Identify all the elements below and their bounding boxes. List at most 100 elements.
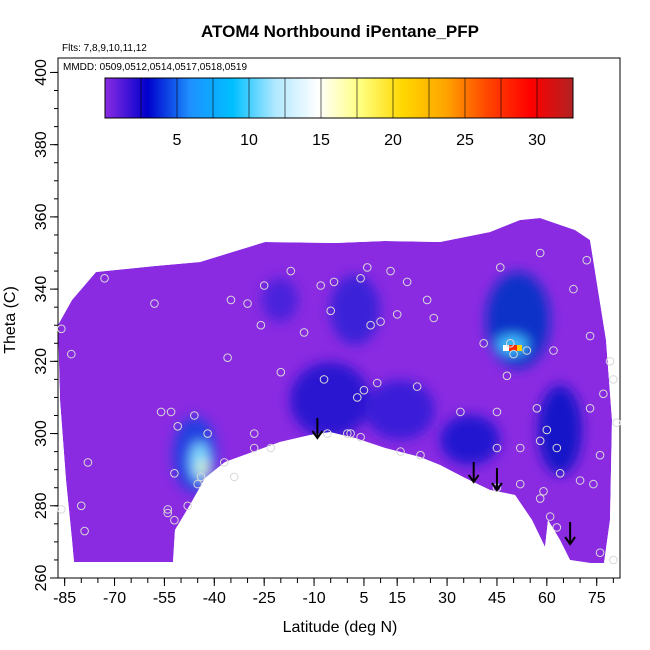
x-axis-label: Latitude (deg N)	[283, 619, 398, 636]
sample-point	[359, 385, 369, 395]
y-tick-label: 300	[33, 420, 50, 447]
sample-point	[429, 313, 439, 323]
sample-point	[166, 407, 176, 417]
sample-point	[356, 273, 365, 283]
sample-point	[190, 411, 199, 420]
sample-point	[605, 357, 615, 366]
sample-point	[259, 281, 269, 290]
colorbar-tick-label: 5	[173, 132, 182, 149]
sample-point	[299, 328, 309, 337]
x-tick-label: 60	[538, 590, 556, 607]
sample-point	[416, 450, 425, 460]
colorbar-tick-label: 30	[528, 132, 546, 149]
sample-point	[502, 371, 512, 381]
sample-point	[386, 266, 395, 276]
sample-point	[219, 458, 229, 467]
x-tick-label: 5	[359, 590, 368, 607]
sample-point	[183, 501, 192, 511]
sample-point	[456, 407, 465, 417]
contour-field	[58, 218, 612, 563]
sample-point	[352, 393, 362, 402]
sample-point	[362, 263, 372, 272]
sample-point	[150, 299, 159, 308]
sample-point	[492, 407, 502, 417]
x-tick-label: -10	[302, 590, 325, 607]
sample-point	[203, 429, 212, 438]
y-tick-label: 400	[33, 59, 50, 86]
sample-point	[170, 468, 179, 478]
x-tick-label: -85	[53, 590, 76, 607]
x-tick-label: 45	[488, 590, 506, 607]
sample-point	[535, 436, 545, 446]
sample-point	[515, 479, 525, 489]
x-tick-label: 30	[438, 590, 456, 607]
x-tick-label: -70	[103, 590, 126, 607]
sample-point	[422, 295, 432, 305]
x-tick-label: -40	[203, 590, 226, 607]
sample-point	[609, 555, 618, 565]
sample-point	[509, 349, 518, 359]
flight-arrows	[311, 418, 576, 546]
sample-point	[599, 389, 608, 399]
y-tick-label: 320	[33, 348, 50, 375]
sample-point	[412, 382, 422, 391]
sample-point	[163, 508, 173, 518]
y-tick-label: 260	[33, 565, 50, 592]
sample-point	[226, 295, 236, 305]
sample-point	[595, 450, 605, 460]
sample-point	[243, 299, 252, 308]
sample-point	[193, 479, 202, 489]
sample-point	[585, 331, 595, 341]
dates-subtitle: MMDD: 0509,0512,0514,0517,0518,0519	[63, 62, 247, 73]
sample-point	[492, 443, 502, 453]
sample-point	[612, 418, 621, 428]
sample-point	[249, 443, 259, 453]
flight-arrow	[491, 468, 503, 492]
sample-point	[595, 548, 605, 558]
sample-point	[505, 338, 515, 348]
sample-point	[323, 429, 332, 438]
sample-point	[495, 263, 505, 272]
sample-point	[326, 306, 335, 316]
sample-point	[266, 443, 276, 453]
y-tick-label: 340	[33, 276, 50, 303]
y-axis-label: Theta (C)	[2, 286, 19, 354]
sample-point	[67, 349, 76, 359]
sample-point	[552, 523, 562, 532]
sample-point	[479, 338, 488, 348]
y-axis: 260 280 300 320 340 360 380 400	[33, 59, 58, 591]
sample-point	[223, 353, 232, 363]
sample-point	[346, 429, 355, 438]
sample-point	[57, 505, 66, 514]
sample-point	[366, 320, 375, 330]
x-tick-label: -25	[253, 590, 276, 607]
sample-point	[585, 403, 595, 413]
y-tick-label: 280	[33, 492, 50, 519]
sample-point	[535, 248, 545, 258]
sample-point	[83, 458, 93, 467]
sample-point	[229, 472, 239, 482]
sample-point	[80, 526, 89, 536]
colorbar-tick-label: 25	[456, 132, 474, 149]
sample-point	[545, 512, 555, 521]
sample-point	[276, 367, 286, 377]
sample-point	[515, 443, 525, 453]
sample-point	[256, 320, 266, 330]
colorbar: 5 10 15 20 25 30	[104, 77, 574, 149]
sample-point	[549, 346, 558, 355]
sample-point	[532, 403, 542, 413]
sample-point	[542, 425, 552, 435]
sample-point	[552, 443, 562, 453]
colorbar-tick-label: 20	[384, 132, 402, 149]
sample-point	[343, 429, 352, 438]
sample-point	[156, 407, 166, 417]
sample-point	[569, 284, 578, 294]
flight-arrow	[467, 462, 480, 484]
colorbar-tick-label: 10	[240, 132, 258, 149]
sample-point	[163, 505, 173, 514]
sample-point	[535, 494, 545, 503]
chart-title: ATOM4 Northbound iPentane_PFP	[201, 22, 479, 41]
sample-point	[589, 479, 598, 489]
sample-point	[575, 476, 585, 485]
sample-point	[372, 378, 382, 388]
